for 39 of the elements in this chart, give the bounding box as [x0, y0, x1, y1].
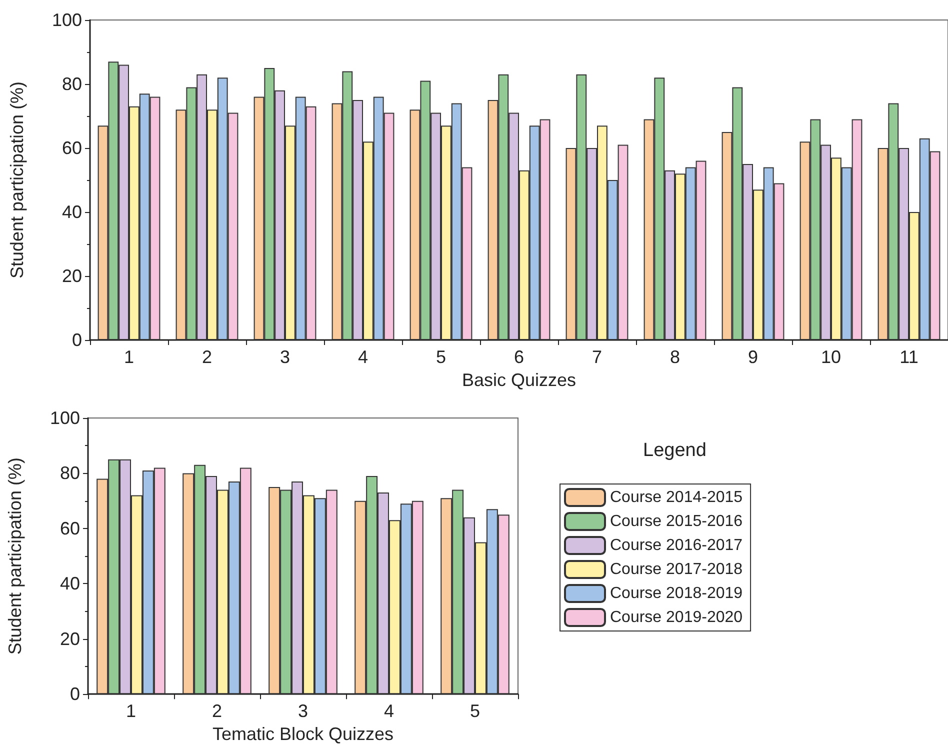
y-tick-label: 60: [60, 518, 80, 538]
y-axis-title: Student participation (%): [7, 81, 27, 279]
legend-label: Course 2015-2016: [610, 513, 743, 530]
y-tick-label: 100: [50, 408, 80, 428]
x-tick-label: 8: [670, 347, 680, 367]
legend-label: Course 2018-2019: [610, 585, 743, 602]
y-tick-label: 0: [72, 330, 82, 350]
legend-label: Course 2014-2015: [610, 489, 743, 506]
x-axis-title: Tematic Block Quizzes: [212, 724, 394, 744]
x-tick-label: 11: [900, 347, 918, 367]
x-tick-label: 1: [126, 701, 136, 722]
y-tick-label: 100: [52, 10, 82, 30]
y-tick-label: 80: [60, 463, 80, 484]
x-tick-label: 2: [202, 347, 212, 367]
legend-label: Course 2019-2020: [610, 609, 743, 626]
y-axis-title: Student participation (%): [5, 457, 25, 655]
y-tick-label: 20: [60, 628, 80, 649]
x-tick-label: 4: [384, 701, 394, 722]
y-tick-label: 20: [62, 266, 82, 286]
legend-title: Legend: [643, 440, 706, 461]
x-tick-label: 9: [748, 347, 758, 367]
x-tick-label: 4: [358, 347, 368, 367]
x-tick-label: 7: [592, 347, 602, 367]
legend-label: Course 2017-2018: [610, 561, 743, 578]
y-tick-label: 0: [70, 684, 80, 704]
x-tick-label: 5: [436, 347, 446, 367]
y-tick-label: 60: [62, 138, 82, 158]
x-tick-label: 2: [212, 701, 222, 722]
y-tick-label: 80: [62, 74, 82, 94]
x-tick-label: 3: [280, 347, 290, 367]
x-tick-label: 3: [298, 701, 308, 722]
y-tick-label: 40: [62, 202, 82, 222]
legend-label: Course 2016-2017: [610, 537, 743, 554]
x-tick-label: 5: [470, 701, 480, 722]
x-tick-label: 6: [514, 347, 524, 367]
x-tick-label: 1: [124, 347, 134, 367]
y-tick-label: 40: [60, 574, 80, 594]
x-axis-title: Basic Quizzes: [462, 370, 576, 390]
x-tick-label: 10: [820, 347, 842, 367]
